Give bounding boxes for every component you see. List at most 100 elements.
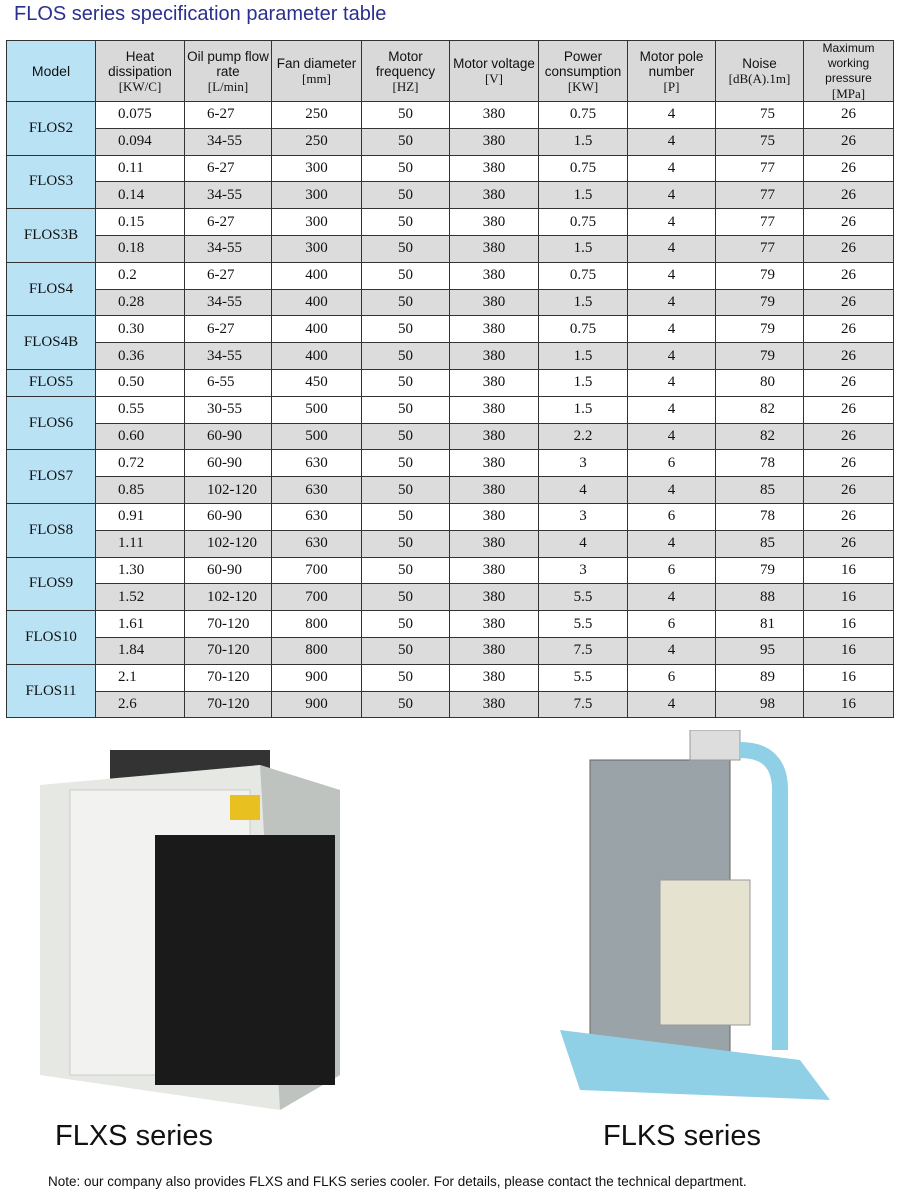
table-cell: 50 — [361, 476, 450, 504]
table-cell: 0.75 — [538, 154, 628, 183]
table-cell: 4 — [627, 342, 716, 370]
flxs-cooler-photo — [40, 750, 340, 1110]
table-cell: 380 — [449, 422, 539, 451]
table-cell: 16 — [803, 556, 894, 585]
table-cell: 102-120 — [184, 529, 272, 558]
table-cell: 1.84 — [95, 636, 185, 665]
table-cell: 89 — [715, 663, 804, 692]
table-cell: 95 — [715, 636, 804, 665]
table-cell: 70-120 — [184, 636, 272, 665]
header-label: Noise — [742, 56, 777, 71]
table-cell: 0.2 — [95, 261, 185, 290]
table-cell: 26 — [803, 154, 894, 183]
table-cell: 77 — [715, 208, 804, 236]
table-cell: 2.2 — [538, 422, 628, 451]
header-unit: [KW/C] — [118, 78, 162, 94]
table-row: 1.11 102-120 630 50 380 4 4 85 26 — [7, 529, 894, 558]
table-cell: 400 — [271, 315, 362, 344]
table-cell: 400 — [271, 261, 362, 290]
table-cell: 4 — [627, 181, 716, 210]
table-cell: 1.11 — [95, 529, 185, 558]
table-cell: 50 — [361, 368, 450, 397]
table-cell: 900 — [271, 663, 362, 692]
table-cell: 4 — [627, 101, 716, 129]
header-column: Motor frequency [HZ] — [361, 40, 450, 102]
table-cell: 77 — [715, 154, 804, 183]
table-cell: 4 — [627, 261, 716, 290]
table-cell: 4 — [538, 529, 628, 558]
table-cell: 30-55 — [184, 395, 272, 424]
table-cell: 26 — [803, 234, 894, 263]
table-cell: 380 — [449, 529, 539, 558]
table-row: 0.60 60-90 500 50 380 2.2 4 82 26 — [7, 422, 894, 451]
table-cell: 50 — [361, 502, 450, 531]
table-cell: 70-120 — [184, 610, 272, 638]
table-cell: 3 — [538, 449, 628, 478]
table-cell: 0.75 — [538, 261, 628, 290]
table-cell: 85 — [715, 529, 804, 558]
table-cell: 6 — [627, 556, 716, 585]
header-unit: [dB(A).1m] — [728, 71, 791, 86]
table-cell: 0.72 — [95, 449, 185, 478]
table-row: FLOS6 0.55 30-55 500 50 380 1.5 4 82 26 — [6, 395, 894, 451]
table-cell: 26 — [803, 127, 894, 156]
table-cell: 4 — [627, 476, 716, 504]
table-cell: 34-55 — [184, 127, 272, 156]
table-cell: 380 — [449, 127, 539, 156]
table-cell: 0.14 — [95, 181, 185, 210]
table-row: FLOS4 0.2 6-27 400 50 380 0.75 4 79 26 — [6, 261, 894, 317]
table-cell: 700 — [271, 556, 362, 585]
model-cell: FLOS11 — [6, 663, 96, 719]
table-cell: 79 — [715, 315, 804, 344]
table-cell: 400 — [271, 288, 362, 317]
table-cell: 50 — [361, 127, 450, 156]
header-column: Power consumption [KW] — [538, 40, 628, 102]
table-cell: 1.5 — [538, 234, 628, 263]
table-cell: 50 — [361, 234, 450, 263]
table-cell: 102-120 — [184, 583, 272, 612]
table-cell: 6-27 — [184, 208, 272, 236]
table-cell: 6-27 — [184, 101, 272, 129]
table-row: 0.14 34-55 300 50 380 1.5 4 77 26 — [7, 181, 894, 210]
table-cell: 380 — [449, 261, 539, 290]
table-cell: 4 — [627, 315, 716, 344]
table-cell: 26 — [803, 449, 894, 478]
table-cell: 79 — [715, 342, 804, 370]
table-cell: 26 — [803, 288, 894, 317]
table-cell: 79 — [715, 556, 804, 585]
table-cell: 98 — [715, 690, 804, 719]
table-cell: 800 — [271, 610, 362, 638]
table-row: 0.36 34-55 400 50 380 1.5 4 79 26 — [7, 342, 894, 370]
table-cell: 6-55 — [184, 368, 272, 397]
table-cell: 1.5 — [538, 342, 628, 370]
table-cell: 16 — [803, 636, 894, 665]
table-cell: 300 — [271, 181, 362, 210]
table-cell: 500 — [271, 422, 362, 451]
table-cell: 450 — [271, 368, 362, 397]
table-cell: 50 — [361, 208, 450, 236]
table-cell: 380 — [449, 690, 539, 719]
table-cell: 0.15 — [95, 208, 185, 236]
table-cell: 50 — [361, 556, 450, 585]
table-cell: 380 — [449, 395, 539, 424]
table-cell: 380 — [449, 663, 539, 692]
table-cell: 380 — [449, 101, 539, 129]
table-row: FLOS4B 0.30 6-27 400 50 380 0.75 4 79 26 — [6, 315, 894, 370]
table-cell: 6-27 — [184, 315, 272, 344]
table-cell: 250 — [271, 127, 362, 156]
footer-note: Note: our company also provides FLXS and… — [48, 1174, 747, 1189]
table-row: FLOS5 0.50 6-55 450 50 380 1.5 4 80 26 — [6, 368, 894, 397]
table-cell: 77 — [715, 181, 804, 210]
table-cell: 50 — [361, 449, 450, 478]
table-cell: 380 — [449, 154, 539, 183]
table-cell: 0.85 — [95, 476, 185, 504]
table-cell: 630 — [271, 529, 362, 558]
table-cell: 50 — [361, 154, 450, 183]
table-cell: 50 — [361, 288, 450, 317]
table-cell: 380 — [449, 208, 539, 236]
table-cell: 800 — [271, 636, 362, 665]
model-cell: FLOS8 — [6, 502, 96, 558]
header-column: Oil pump flow rate [L/min] — [184, 40, 272, 102]
table-cell: 1.5 — [538, 288, 628, 317]
